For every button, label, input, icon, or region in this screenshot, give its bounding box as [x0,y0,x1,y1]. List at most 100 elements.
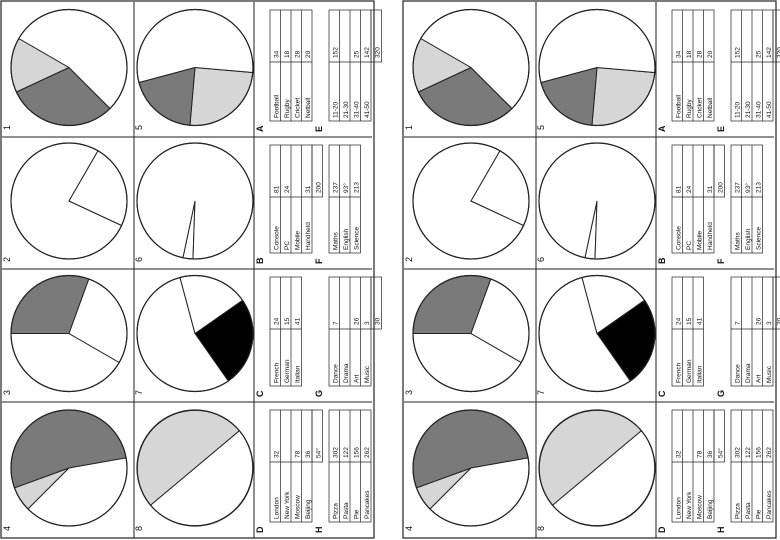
table-total-value: 200 [717,182,724,193]
pie-outline [136,142,254,260]
table-category-cell: Football [675,94,682,118]
data-table-C: C French 24 German 15 Italian 41 [255,276,302,397]
table-category-cell: 11-20 [734,101,741,118]
table-category-cell: German [284,359,291,383]
table-category-cell: Pizza [734,503,741,519]
table-category-cell: Pie [755,509,762,519]
data-table-B: B Console 81 PC 24 Mobile Handheld 31 200 [657,144,725,264]
table-category-cell: London [273,497,280,519]
table-letter-label: F [716,258,726,264]
table-category-cell: Moscow [696,495,703,519]
table-total-box [772,276,780,330]
table-total-value: 54° [716,448,724,458]
table-value-cell: 81 [273,185,280,193]
table-letter-label: D [657,526,667,533]
pie-number-label: 1 [404,125,414,130]
table-value-cell: 152 [734,47,741,58]
table-category-cell: Mobile [294,230,301,250]
table-total-box [370,9,382,63]
pie-slice [591,66,656,126]
table-value-cell: 93° [744,183,752,193]
table-value-cell: 18 [686,50,693,58]
pie-slice [189,66,254,126]
data-table-D: D London 32 New York Moscow 78 Beijing 36 54° [255,409,323,533]
pie-outline [136,409,254,527]
pie-number-label: 3 [2,390,12,395]
table-total-value: 30 [374,317,381,325]
table-value-cell: 28 [294,50,301,58]
table-category-cell: Football [273,94,280,118]
table-value-cell: 36 [707,450,714,458]
table-category-cell: 31-40 [755,101,762,118]
table-value-cell: 93° [342,183,350,193]
table-value-cell: 152 [332,47,339,58]
pie-outline [412,409,530,527]
table-value-cell: 213 [755,182,762,193]
pie-number-label: 8 [536,526,546,531]
table-value-cell: 28 [696,50,703,58]
pie-outline [412,142,530,260]
pie-chart-5: 5 [536,8,656,130]
table-total-value: 200 [315,182,322,193]
table-category-cell: Netball [707,97,714,118]
table-value-cell: 24 [675,317,682,325]
data-table-A: A Football 34 Rugby 18 Cricket 28 Netball 20 [657,9,715,132]
table-total-box [713,144,725,198]
table-category-cell: 11-20 [332,101,339,118]
table-category-cell: Drama [343,363,350,383]
pie-number-label: 3 [404,390,414,395]
table-value-cell: 34 [675,50,682,58]
pie-outline [136,8,254,127]
table-total-box [370,276,382,330]
table-value-cell: 7 [332,321,339,325]
table-category-cell: Art [755,375,762,384]
table-value-cell: 81 [675,185,682,193]
table-value-cell: 237 [734,182,741,193]
table-letter-label: H [314,527,324,534]
pie-number-label: 2 [404,257,414,262]
table-category-cell: Beijing [707,499,714,519]
table-total-box [311,409,323,463]
table-value-cell: 262 [766,447,773,458]
table-border [269,276,302,387]
table-value-cell: 24 [273,317,280,325]
pie-outline [538,274,656,393]
table-letter-label: H [716,527,726,534]
table-value-cell: 3 [364,321,371,325]
table-value-cell: 7 [734,321,741,325]
table-letter-label: D [255,526,265,533]
table-value-cell: 122 [343,447,350,458]
table-value-cell: 25 [755,50,762,58]
table-border [328,144,361,254]
pie-chart-2: 2 [2,142,128,262]
data-table-G: G Dance 7 Drama Art 26 Music 3 30 [716,276,780,397]
table-letter-label: B [657,257,667,264]
table-value-cell: 122 [745,447,752,458]
data-table-H: H Pizza 302 Pasta 122 Pie 156 Pancakes 262 [716,409,774,534]
table-category-cell: Science [353,226,360,250]
table-category-cell: Music [364,365,371,383]
table-category-cell: Maths [332,232,339,250]
table-category-cell: Rugby [284,98,291,118]
table-value-cell: 26 [353,317,360,325]
pie-number-label: 7 [536,390,546,395]
table-value-cell: 78 [294,450,301,458]
data-table-G: G Dance 7 Drama Art 26 Music 3 30 [314,276,382,397]
table-value-cell: 24 [284,185,291,193]
table-total-value: 54° [314,448,322,458]
table-category-cell: London [675,497,682,519]
table-value-cell: 15 [686,317,693,325]
table-category-cell: 41-50 [364,101,371,118]
table-letter-label: A [657,125,667,132]
table-letter-label: C [255,390,265,397]
table-value-cell: 36 [305,450,312,458]
data-table-D: D London 32 New York Moscow 78 Beijing 36 54° [657,409,725,533]
pie-chart-3: 3 [404,274,530,395]
table-category-cell: Drama [745,363,752,383]
table-category-cell: Moscow [294,495,301,519]
table-value-cell: 25 [353,50,360,58]
pie-number-label: 5 [134,125,144,130]
pie-number-label: 7 [134,390,144,395]
pie-outline [412,274,530,393]
table-total-box [713,409,725,463]
